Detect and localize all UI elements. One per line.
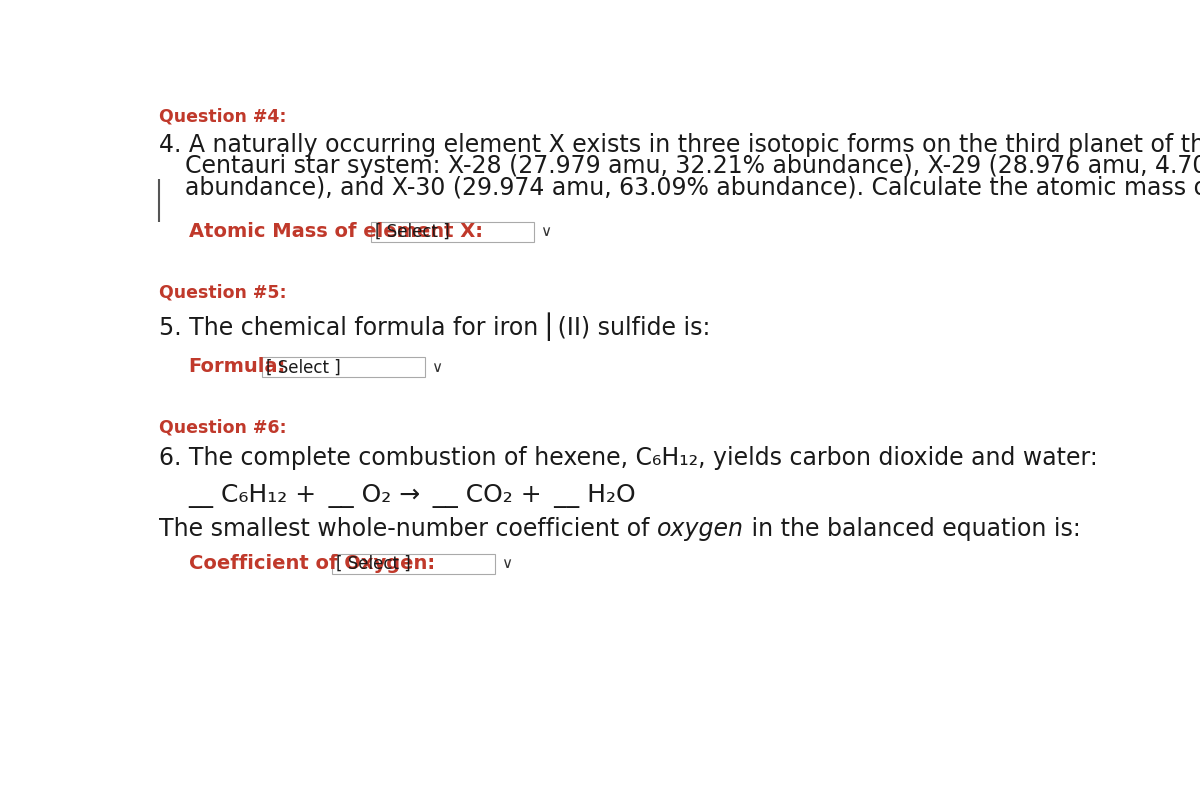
Text: Question #5:: Question #5: (160, 283, 287, 302)
Text: ∨: ∨ (431, 360, 443, 375)
Text: [ Select ]: [ Select ] (266, 358, 341, 376)
Text: Centauri star system: X-28 (27.979 amu, 32.21% abundance), X-29 (28.976 amu, 4.7: Centauri star system: X-28 (27.979 amu, … (185, 154, 1200, 178)
Text: Question #4:: Question #4: (160, 108, 287, 126)
Text: [ Select ]: [ Select ] (374, 222, 450, 241)
Text: 4. A naturally occurring element X exists in three isotopic forms on the third p: 4. A naturally occurring element X exist… (160, 133, 1200, 156)
Text: 5. The chemical formula for iron ⎜(II) sulfide is:: 5. The chemical formula for iron ⎜(II) s… (160, 313, 710, 341)
FancyBboxPatch shape (263, 358, 425, 377)
Text: [ Select ]: [ Select ] (336, 555, 410, 573)
FancyBboxPatch shape (371, 222, 534, 242)
Text: ∨: ∨ (502, 557, 512, 571)
Text: abundance), and X-30 (29.974 amu, 63.09% abundance). Calculate the atomic mass o: abundance), and X-30 (29.974 amu, 63.09%… (185, 176, 1200, 200)
Text: Atomic Mass of element X:: Atomic Mass of element X: (188, 222, 482, 241)
Text: __ C₆H₁₂ + __ O₂ → __ CO₂ + __ H₂O: __ C₆H₁₂ + __ O₂ → __ CO₂ + __ H₂O (188, 485, 636, 508)
Text: in the balanced equation is:: in the balanced equation is: (744, 517, 1081, 540)
Text: The smallest whole-number coefficient of: The smallest whole-number coefficient of (160, 517, 658, 540)
Text: ∨: ∨ (540, 224, 551, 239)
Text: Question #6:: Question #6: (160, 419, 287, 437)
FancyBboxPatch shape (332, 553, 494, 574)
Text: oxygen: oxygen (658, 517, 744, 540)
Text: Coefficient of Oxygen:: Coefficient of Oxygen: (188, 553, 434, 573)
Text: Formula:: Formula: (188, 358, 286, 376)
Text: 6. The complete combustion of hexene, C₆H₁₂, yields carbon dioxide and water:: 6. The complete combustion of hexene, C₆… (160, 446, 1098, 470)
